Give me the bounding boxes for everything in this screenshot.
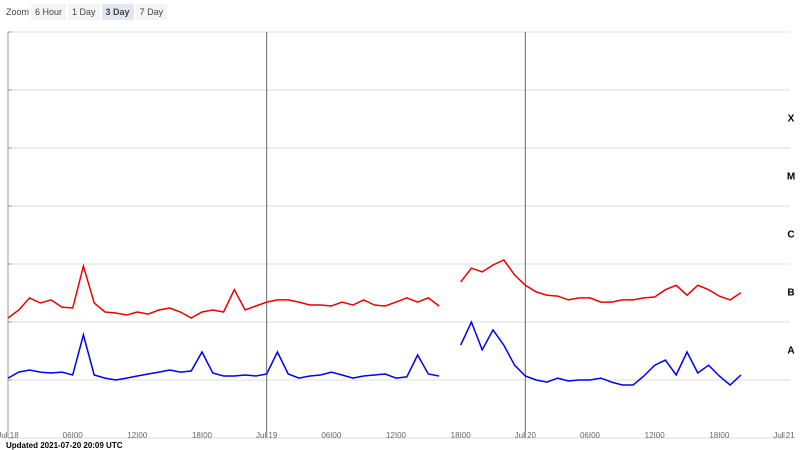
x-tick-label: Jul 21 — [773, 431, 795, 440]
zoom-button[interactable]: 3 Day — [101, 4, 134, 20]
flux-line — [7, 259, 742, 319]
class-label: M — [787, 172, 795, 183]
zoom-label: Zoom — [6, 7, 30, 17]
x-tick-label: Jul 18 — [0, 431, 19, 440]
x-tick-label: 12:00 — [386, 431, 407, 440]
x-tick-label: 06:00 — [580, 431, 601, 440]
x-tick-label: 18:00 — [451, 431, 472, 440]
class-label: C — [787, 230, 794, 241]
x-tick-label: 18:00 — [709, 431, 730, 440]
x-tick-label: 12:00 — [645, 431, 666, 440]
x-tick-label: 12:00 — [127, 431, 148, 440]
x-tick-label: 06:00 — [321, 431, 342, 440]
class-label: A — [787, 346, 794, 357]
zoom-controls: Zoom 6 Hour 1 Day 3 Day 7 Day — [6, 4, 168, 20]
zoom-button[interactable]: 6 Hour — [31, 4, 67, 20]
x-tick-label: 06:00 — [63, 431, 84, 440]
flux-line — [7, 320, 742, 386]
updated-note: Updated 2021-07-20 20:09 UTC — [6, 441, 123, 450]
class-label: X — [788, 114, 795, 125]
x-tick-label: Jul 20 — [515, 431, 537, 440]
x-tick-label: 18:00 — [192, 431, 213, 440]
zoom-button[interactable]: 1 Day — [68, 4, 100, 20]
x-tick-label: Jul 19 — [256, 431, 278, 440]
class-label: B — [787, 288, 794, 299]
zoom-button[interactable]: 7 Day — [135, 4, 168, 20]
